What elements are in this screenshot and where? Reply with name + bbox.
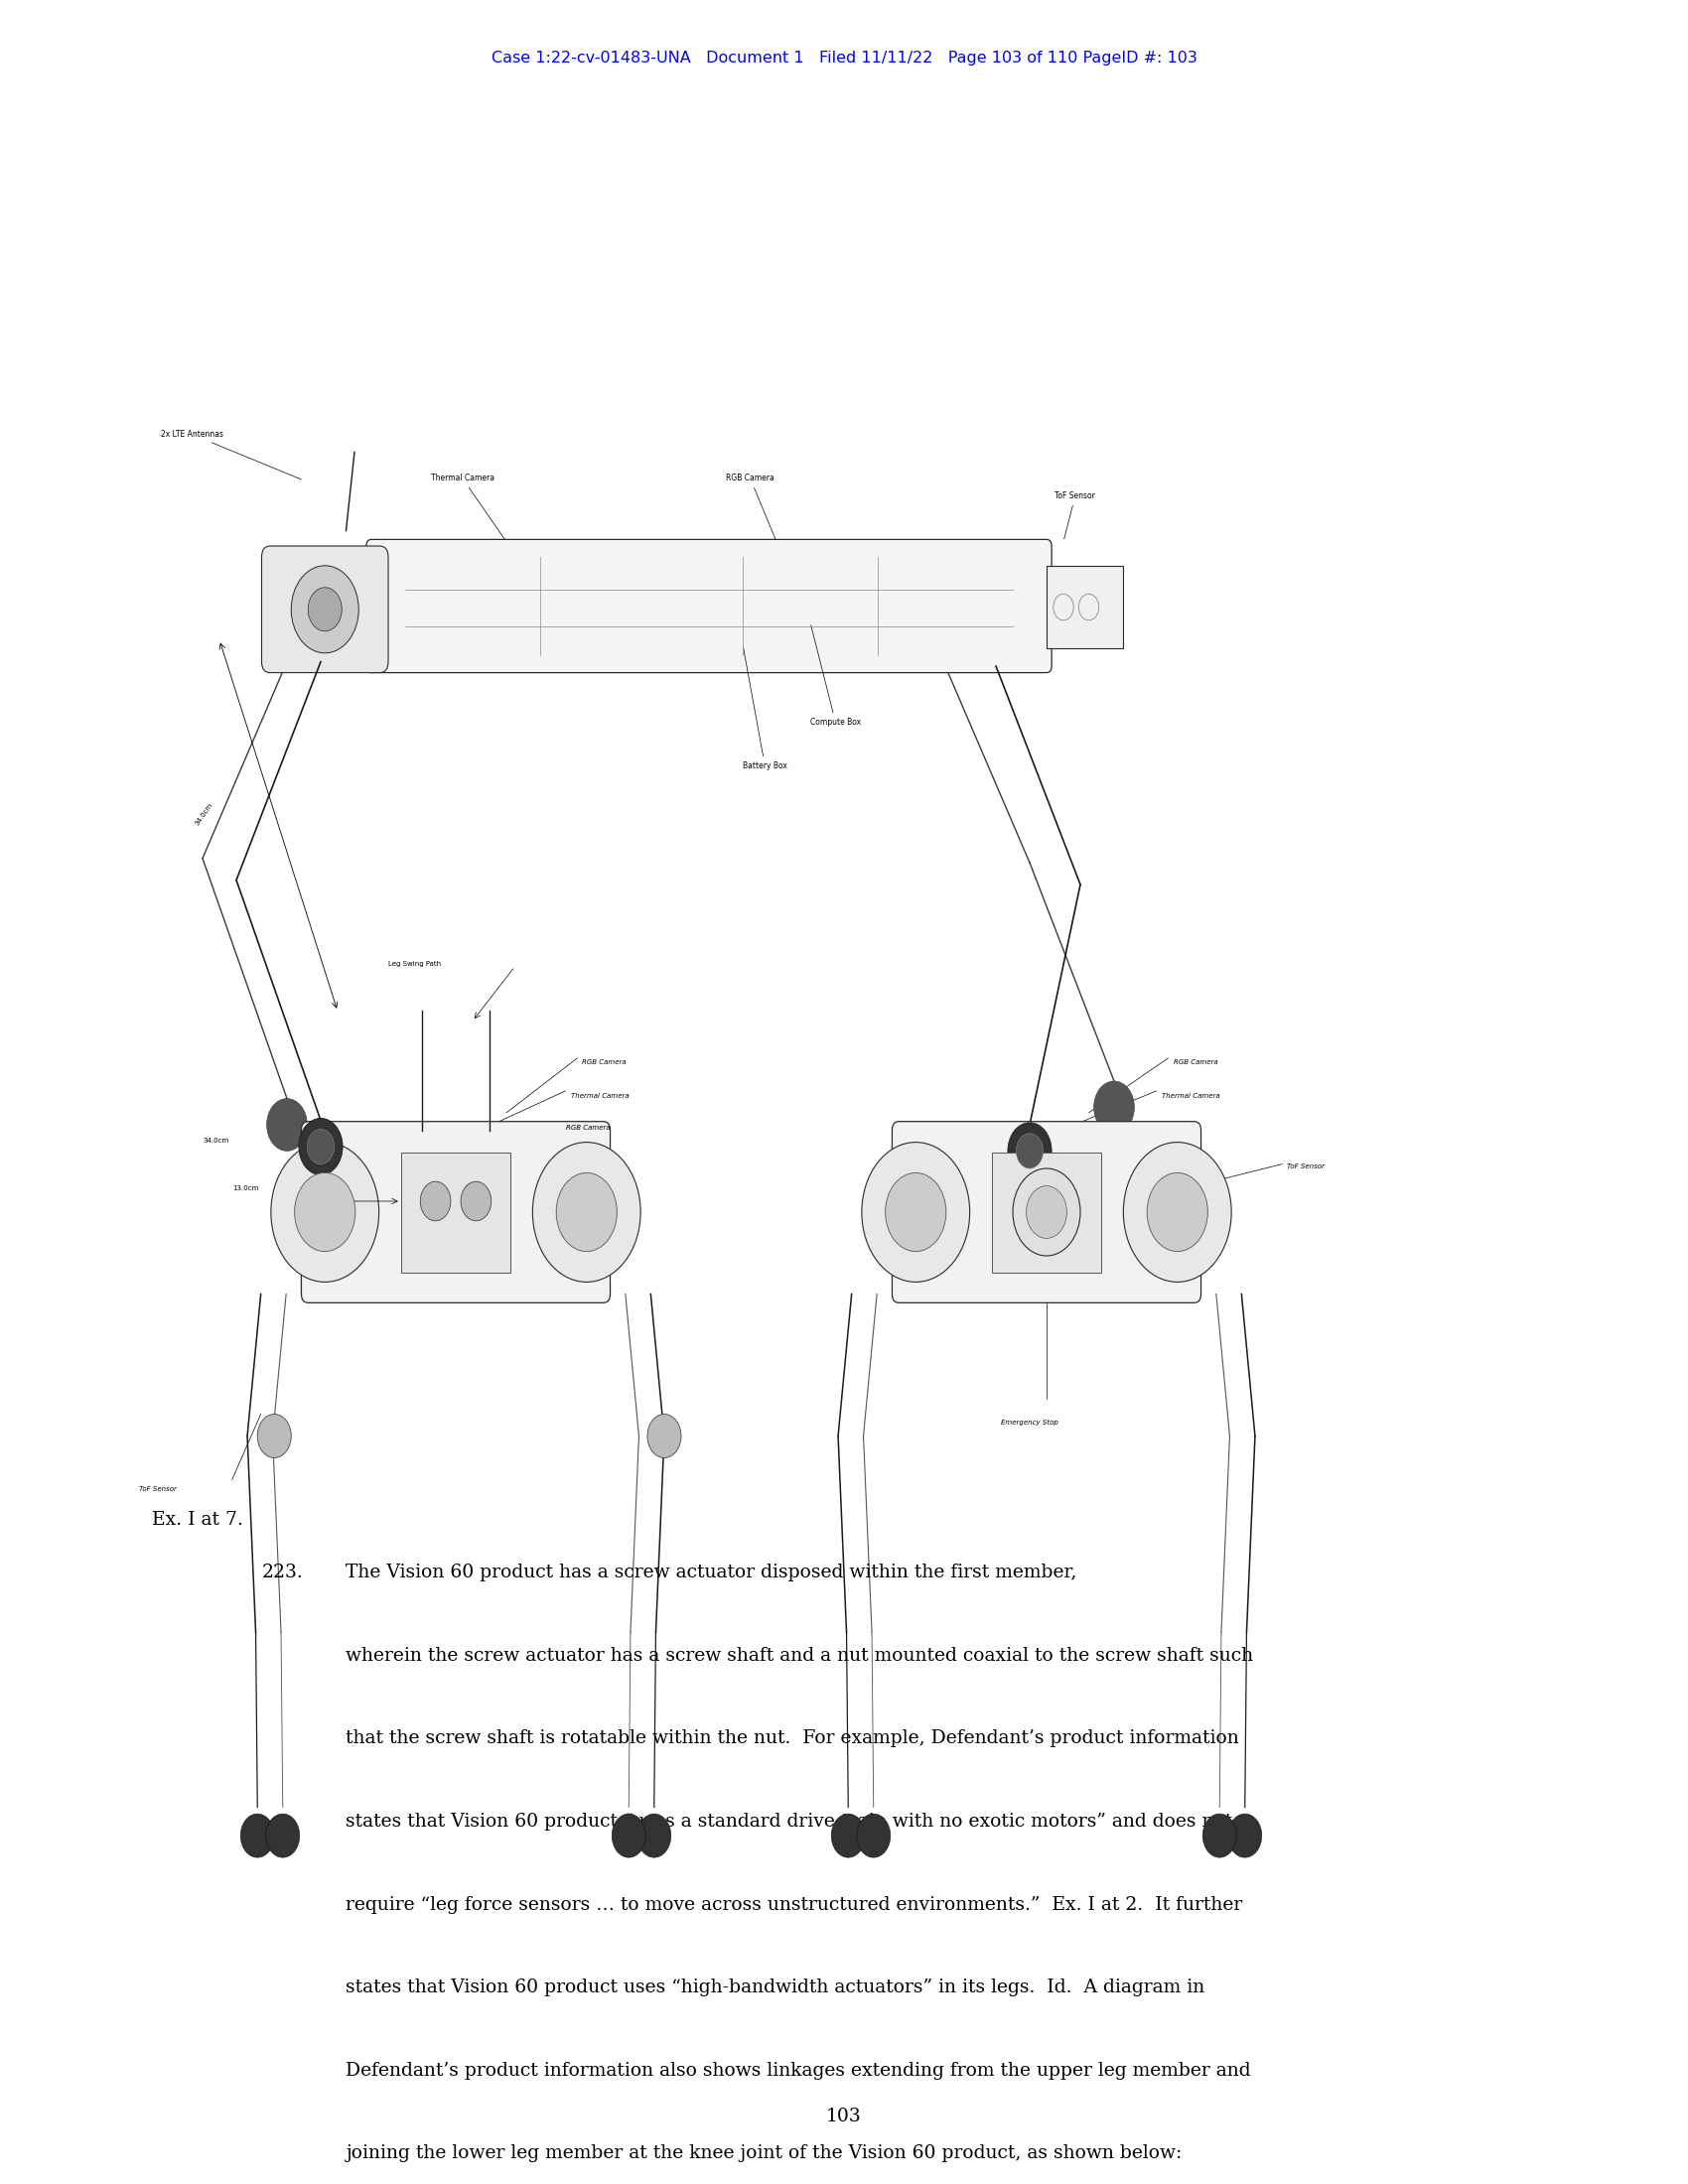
Circle shape bbox=[1202, 1813, 1236, 1856]
Circle shape bbox=[1148, 1173, 1207, 1251]
Text: ToF Sensor: ToF Sensor bbox=[138, 1485, 177, 1492]
FancyBboxPatch shape bbox=[891, 1120, 1200, 1302]
Circle shape bbox=[307, 587, 341, 631]
Circle shape bbox=[1016, 1133, 1043, 1168]
Circle shape bbox=[1094, 1081, 1134, 1133]
Circle shape bbox=[241, 1813, 273, 1856]
Text: Battery Box: Battery Box bbox=[743, 646, 787, 771]
Circle shape bbox=[461, 1182, 491, 1221]
Circle shape bbox=[420, 1182, 451, 1221]
Text: 223.: 223. bbox=[262, 1564, 304, 1581]
Bar bbox=[152, 371, 1536, 950]
Circle shape bbox=[1013, 1168, 1080, 1256]
Circle shape bbox=[613, 1813, 645, 1856]
Text: 103: 103 bbox=[825, 2108, 863, 2125]
Circle shape bbox=[885, 1173, 945, 1251]
Circle shape bbox=[299, 1118, 343, 1175]
Circle shape bbox=[295, 1173, 356, 1251]
Circle shape bbox=[267, 1099, 307, 1151]
Text: 34.0cm: 34.0cm bbox=[203, 1138, 228, 1142]
Text: ToF Sensor: ToF Sensor bbox=[1286, 1164, 1325, 1168]
FancyBboxPatch shape bbox=[302, 1120, 611, 1302]
Circle shape bbox=[1008, 1123, 1052, 1179]
Circle shape bbox=[830, 1813, 864, 1856]
Text: RGB Camera: RGB Camera bbox=[1173, 1059, 1217, 1066]
Text: states that Vision 60 product uses “high-bandwidth actuators” in its legs.  Id. : states that Vision 60 product uses “high… bbox=[346, 1979, 1205, 1996]
Text: Thermal Camera: Thermal Camera bbox=[430, 474, 505, 539]
Circle shape bbox=[555, 1173, 618, 1251]
Text: RGB Camera: RGB Camera bbox=[565, 1125, 609, 1131]
Circle shape bbox=[856, 1813, 890, 1856]
Circle shape bbox=[861, 1142, 969, 1282]
Text: Case 1:22-cv-01483-UNA   Document 1   Filed 11/11/22   Page 103 of 110 PageID #:: Case 1:22-cv-01483-UNA Document 1 Filed … bbox=[491, 50, 1197, 66]
Text: Thermal Camera: Thermal Camera bbox=[1161, 1092, 1219, 1099]
Text: Defendant’s product information also shows linkages extending from the upper leg: Defendant’s product information also sho… bbox=[346, 2062, 1251, 2079]
Text: 2x LTE Antennas: 2x LTE Antennas bbox=[160, 430, 300, 480]
Text: Emergency Stop: Emergency Stop bbox=[1001, 1420, 1058, 1426]
Circle shape bbox=[257, 1415, 292, 1459]
Text: 13.0cm: 13.0cm bbox=[233, 1186, 258, 1190]
Circle shape bbox=[267, 1813, 300, 1856]
Circle shape bbox=[1026, 1186, 1067, 1238]
Text: ToF Sensor: ToF Sensor bbox=[1055, 491, 1096, 539]
Text: Ex. I at 7.: Ex. I at 7. bbox=[152, 1511, 243, 1529]
Circle shape bbox=[290, 566, 358, 653]
Text: states that Vision 60 product “uses a standard drive-train with no exotic motors: states that Vision 60 product “uses a st… bbox=[346, 1813, 1232, 1830]
Text: Compute Box: Compute Box bbox=[810, 625, 861, 727]
Text: Thermal Camera: Thermal Camera bbox=[571, 1092, 628, 1099]
FancyBboxPatch shape bbox=[262, 546, 388, 673]
Circle shape bbox=[1123, 1142, 1232, 1282]
Text: The Vision 60 product has a screw actuator disposed within the first member,: The Vision 60 product has a screw actuat… bbox=[346, 1564, 1077, 1581]
Text: that the screw shaft is rotatable within the nut.  For example, Defendant’s prod: that the screw shaft is rotatable within… bbox=[346, 1730, 1239, 1747]
Text: RGB Camera: RGB Camera bbox=[582, 1059, 626, 1066]
Bar bbox=[152, 983, 1536, 1485]
Bar bbox=[1047, 566, 1123, 649]
Text: require “leg force sensors … to move across unstructured environments.”  Ex. I a: require “leg force sensors … to move acr… bbox=[346, 1896, 1242, 1913]
Text: wherein the screw actuator has a screw shaft and a nut mounted coaxial to the sc: wherein the screw actuator has a screw s… bbox=[346, 1647, 1254, 1664]
FancyBboxPatch shape bbox=[366, 539, 1052, 673]
Text: 34.0cm: 34.0cm bbox=[194, 802, 214, 826]
Text: Leg Swing Path: Leg Swing Path bbox=[388, 961, 441, 968]
Text: joining the lower leg member at the knee joint of the Vision 60 product, as show: joining the lower leg member at the knee… bbox=[346, 2145, 1182, 2162]
Bar bbox=[402, 1153, 510, 1271]
Text: RGB Camera: RGB Camera bbox=[726, 474, 775, 539]
Circle shape bbox=[638, 1813, 672, 1856]
Circle shape bbox=[648, 1415, 680, 1459]
Circle shape bbox=[1227, 1813, 1261, 1856]
Circle shape bbox=[533, 1142, 640, 1282]
Circle shape bbox=[272, 1142, 378, 1282]
Circle shape bbox=[307, 1129, 334, 1164]
Bar bbox=[991, 1153, 1101, 1271]
